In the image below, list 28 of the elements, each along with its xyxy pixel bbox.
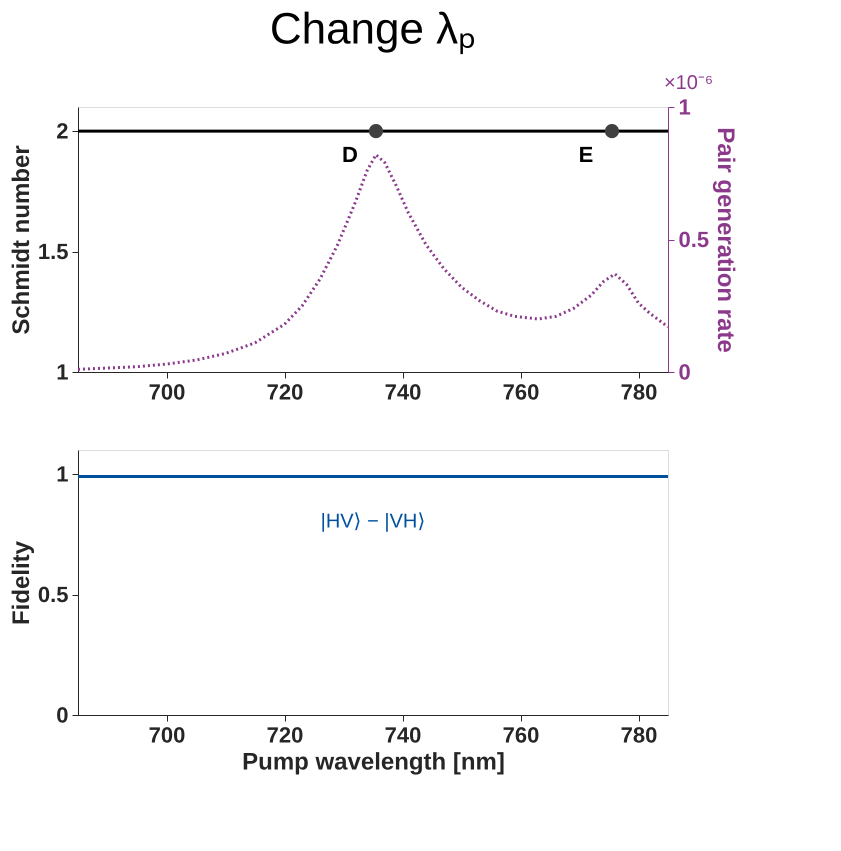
x-tick-label: 780 — [620, 380, 658, 404]
x-axis-title: Pump wavelength [nm] — [242, 748, 505, 776]
chart-title: Change λₚ — [270, 4, 476, 54]
y-tick-label: 2 — [56, 118, 68, 144]
x-tick-label: 740 — [384, 722, 422, 748]
annotation: D — [342, 142, 358, 168]
y-axis-title: Fidelity — [8, 540, 35, 626]
y2-axis-title: Pair generation rate — [712, 127, 740, 353]
text: ×10⁻⁶ — [664, 72, 714, 94]
x-tick-label: 720 — [266, 722, 304, 748]
y-axis-title: Schmidt number — [8, 145, 35, 335]
y-tick-label: 1 — [56, 462, 68, 487]
x-tick-label: 760 — [502, 722, 540, 748]
y2-tick-label: 1 — [678, 94, 691, 120]
x-tick-label: 720 — [266, 380, 304, 404]
x-tick-label: 700 — [148, 722, 186, 748]
y2-tick-label: 0.5 — [678, 227, 710, 252]
y-tick-label: 1.5 — [38, 239, 68, 264]
x-tick-label: 740 — [384, 380, 422, 404]
y-tick-label: 0 — [56, 702, 68, 728]
annotation: E — [578, 142, 594, 168]
y-tick-label: 0.5 — [38, 582, 68, 608]
x-tick-label: 760 — [502, 380, 540, 404]
series-label: |HV⟩ − |VH⟩ — [320, 510, 426, 532]
x-tick-label: 700 — [148, 380, 186, 404]
y2-tick-label: 0 — [678, 360, 691, 384]
y-tick-label: 1 — [56, 360, 68, 384]
x-tick-label: 780 — [620, 722, 658, 748]
